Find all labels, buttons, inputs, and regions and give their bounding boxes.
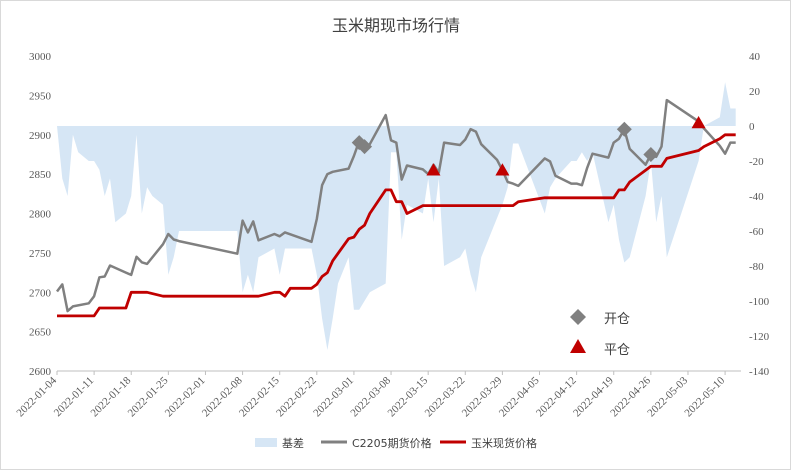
- axes-layer: 2600 2650 2700 2750 2800 2850 2900 2950 3000 -140…: [14, 51, 769, 419]
- open-marker-legend-icon: [570, 309, 586, 325]
- basis-area-layer: [57, 82, 736, 351]
- y-right-tick-7: 0: [749, 121, 755, 133]
- close-marker-legend-icon: [570, 339, 586, 353]
- x-tick-18: 2022-05-10: [682, 374, 727, 419]
- open-marker-3: [643, 146, 659, 162]
- close-marker-0: [426, 163, 441, 176]
- y-left-tick-8: 3000: [29, 51, 52, 63]
- y-left-tick-7: 2950: [29, 90, 52, 102]
- futures-price-line: [55, 98, 736, 313]
- y-right-tick-9: 40: [749, 51, 761, 63]
- close-marker-legend-label: 平仓: [604, 343, 630, 358]
- series-lines-layer: [55, 98, 736, 318]
- basis-area: [57, 82, 736, 351]
- y-right-tick-8: 20: [749, 86, 761, 98]
- y-right-tick-0: -140: [749, 366, 770, 378]
- legend-spot-label: 玉米现货价格: [471, 436, 537, 450]
- legend-basis-swatch: [255, 438, 277, 447]
- series-legend: 基差 C2205期货价格 玉米现货价格: [255, 436, 537, 450]
- open-marker-2: [616, 121, 632, 137]
- y-left-tick-0: 2600: [29, 366, 52, 378]
- open-marker-legend-label: 开仓: [604, 312, 630, 327]
- y-left-tick-6: 2900: [29, 130, 52, 142]
- close-marker-2: [691, 115, 706, 129]
- y-right-tick-6: -20: [749, 156, 764, 168]
- y-left-tick-5: 2850: [29, 169, 52, 181]
- y-right-tick-1: -120: [749, 331, 770, 343]
- open-marker-1: [357, 139, 373, 155]
- trade-markers-layer: [351, 115, 706, 176]
- y-left-tick-2: 2700: [29, 287, 52, 299]
- marker-legend: 开仓 平仓: [570, 309, 630, 358]
- y-left-tick-4: 2800: [29, 209, 52, 221]
- chart-title: 玉米期现市场行情: [332, 16, 460, 35]
- y-right-tick-5: -40: [749, 191, 764, 203]
- legend-basis-label: 基差: [282, 436, 304, 450]
- y-left-tick-1: 2650: [29, 327, 52, 339]
- close-marker-1: [495, 163, 510, 176]
- y-left-tick-3: 2750: [29, 248, 52, 260]
- spot-price-line: [57, 133, 736, 318]
- y-right-tick-2: -100: [749, 296, 770, 308]
- y-right-tick-3: -80: [749, 261, 764, 273]
- y-right-tick-4: -60: [749, 226, 764, 238]
- legend-futures-label: C2205期货价格: [352, 436, 432, 450]
